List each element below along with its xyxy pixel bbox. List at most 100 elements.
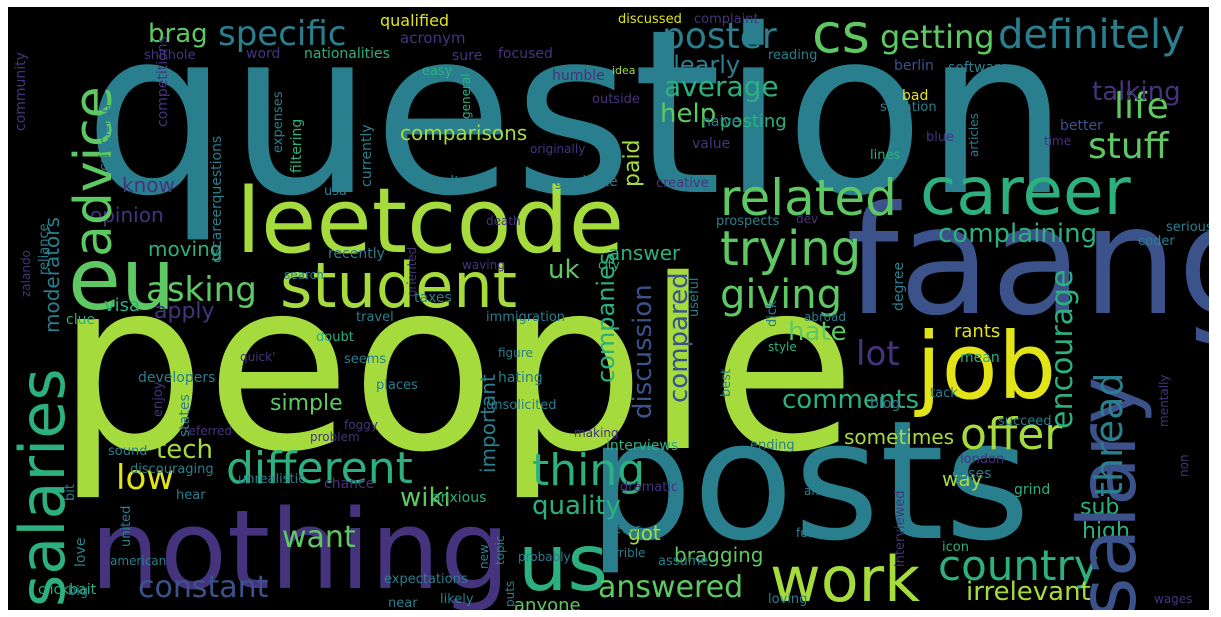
word-discussion: discussion	[628, 284, 658, 419]
word-uk: uk	[548, 255, 580, 285]
word-country: country	[938, 541, 1099, 590]
word-states: hating	[498, 370, 543, 386]
word-probably: assume	[658, 554, 709, 569]
word-bad: bad	[902, 88, 929, 104]
word-bragging: bragging	[674, 543, 764, 567]
word-tech: tech	[156, 435, 213, 465]
word-nationalities: nationalities	[304, 46, 390, 62]
word-people: people	[56, 229, 856, 504]
word-near: expectations	[384, 572, 468, 587]
word-situation: value	[692, 136, 731, 152]
word-complaining: complaining	[938, 219, 1098, 249]
word-figure: developers	[138, 370, 216, 386]
word-america: united	[119, 505, 134, 547]
word-useful: travel	[356, 310, 394, 325]
word-death: creative	[656, 176, 709, 191]
word-faang-quote: near	[388, 596, 418, 610]
word-answered: answered	[598, 570, 744, 605]
word-comments: comments	[782, 385, 920, 415]
word-europe: apply	[154, 299, 215, 324]
word-developers: best	[719, 368, 734, 397]
word-offer: offer	[960, 409, 1063, 460]
word-united: cases	[952, 466, 992, 482]
word-stuff: stuff	[1088, 126, 1169, 167]
word-usa: lines	[870, 148, 901, 163]
word-nothing: nothing	[90, 486, 510, 610]
word-us: us	[518, 519, 609, 609]
word-places: figure	[498, 346, 533, 360]
word-dick: immigration	[486, 310, 566, 325]
word-value: competitions	[155, 36, 171, 127]
word-assume: loving	[768, 592, 808, 607]
word-wiki: wiki	[400, 483, 451, 513]
word-oriented: coder	[1138, 234, 1175, 249]
word-articles: time	[1044, 134, 1072, 148]
word-seems: style	[768, 340, 797, 354]
word-low: low	[116, 458, 175, 498]
word-criticizing: criticizing	[97, 103, 113, 171]
word-ending: problem	[310, 430, 360, 444]
word-software: software	[948, 60, 1009, 76]
word-giving: giving	[720, 272, 843, 318]
word-taxes: search	[284, 268, 324, 282]
word-dramatic: love	[73, 537, 89, 567]
word-far: city	[598, 258, 620, 272]
word-leetcode: leetcode	[236, 169, 625, 274]
word-problem: succeed	[998, 414, 1052, 429]
word-mentally: community	[13, 52, 29, 131]
word-london: unrealistic	[238, 472, 306, 487]
word-humble: humble	[552, 68, 605, 84]
word-style: doubt	[316, 330, 354, 345]
word-wages: mentally	[1157, 374, 1171, 427]
word-sure: sure	[452, 48, 483, 64]
word-doubt: mean	[960, 350, 1000, 366]
word-filtering: filtering	[289, 118, 305, 173]
word-foggy: enjoy	[151, 381, 166, 418]
word-grind: chance	[324, 476, 375, 492]
word-currently: currently	[359, 124, 375, 187]
word-high: high	[1082, 519, 1130, 544]
word-tack: foggy	[344, 418, 378, 432]
word-different: different	[226, 443, 413, 494]
word-love: anxious	[432, 490, 487, 506]
word-interviews: ending	[750, 438, 795, 453]
word-job: job	[916, 313, 1057, 420]
word-paid: paid	[620, 139, 645, 187]
word-interviewed: non	[1177, 454, 1191, 477]
word-hear: london	[960, 452, 1005, 467]
word-originally: articles	[967, 113, 981, 157]
word-big: clickbait	[38, 582, 97, 598]
word-berlin: berlin	[894, 58, 934, 74]
word-zalando: oriented	[405, 246, 419, 297]
word-specific: specific	[218, 14, 347, 54]
word-creative: fault	[428, 174, 460, 190]
word-talking: talking	[1092, 77, 1181, 107]
word-hating: seems	[344, 352, 387, 367]
word-want: want	[282, 520, 356, 555]
word-succeed: blog	[870, 396, 901, 412]
word-topic: america	[804, 484, 853, 498]
word-life: life	[1114, 86, 1169, 127]
word-seriously: prospects	[716, 214, 780, 229]
word-thing: thing	[532, 445, 646, 496]
word-puts: terrible	[602, 546, 646, 560]
word-question: question	[84, 7, 1070, 246]
word-easy: easy	[422, 64, 453, 79]
word-dev: death	[486, 214, 521, 228]
word-new: dramatic	[620, 480, 679, 495]
word-posting: posting	[720, 111, 787, 132]
word-general: general	[459, 73, 473, 119]
word-trying: trying	[720, 221, 862, 277]
word-discouraging: interviews	[606, 438, 679, 454]
word-brag: brag	[148, 19, 208, 49]
word-apply: quality	[532, 491, 621, 521]
word-search: waving	[462, 258, 505, 272]
word-american: probably	[518, 550, 571, 564]
word-eu: eu	[68, 230, 176, 330]
word-sound: making	[574, 426, 619, 440]
word-word: word	[246, 46, 281, 62]
word-idea: idea	[612, 64, 636, 77]
word-getting: getting	[880, 18, 995, 56]
word-clue: zalando	[19, 250, 33, 297]
word-travel: clue	[66, 312, 96, 328]
